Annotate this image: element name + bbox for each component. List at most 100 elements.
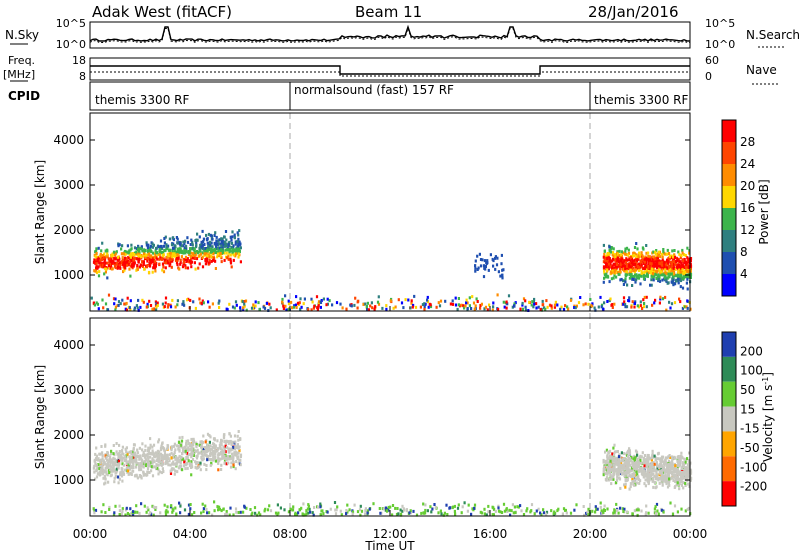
velocity-cell [164,513,168,517]
velocity-cell [302,513,305,517]
power-cell [672,255,675,259]
velocity-cell [138,468,141,472]
velocity-cell [276,503,279,507]
power-cell [608,245,611,249]
power-cell [155,308,158,312]
velocity-cell [239,510,242,514]
velocity-cell [616,450,619,453]
power-cell [123,268,126,272]
velocity-cell [642,461,645,465]
velocity-cell [423,511,426,515]
power-cell [192,254,195,257]
power-cell [254,304,257,308]
velocity-cell [453,504,456,508]
power-cell [624,274,627,278]
power-cell [644,255,647,259]
velocity-cell [121,449,124,453]
velocity-cell [608,456,611,460]
power-cell [164,235,167,239]
velocity-cell [612,457,616,460]
power-cell [661,278,664,282]
power-cell [607,275,610,279]
power-cell [617,252,620,256]
power-cell [208,251,211,255]
velocity-cell [119,458,122,462]
power-cell [685,305,688,309]
power-cell [144,249,147,252]
power-cell [605,272,608,276]
velocity-cell [146,473,149,477]
velocity-cell [170,448,173,451]
velocity-cell [604,461,607,465]
power-cell [233,233,236,237]
velocity-cell [491,505,494,509]
power-cell [105,248,108,252]
power-cell [684,275,687,279]
velocity-cell [199,461,202,465]
power-cell [310,297,313,301]
power-cell [366,301,369,305]
power-cell [147,252,150,256]
velocity-cell [615,472,618,476]
velocity-cell [366,511,369,515]
power-cell [614,265,617,268]
power-cell [214,267,217,270]
velocity-cell [104,481,107,485]
power-cell [600,303,604,307]
velocity-cell [216,447,220,451]
power-cell [202,301,205,305]
power-cell [476,300,479,303]
velocity-cell [118,450,121,453]
velocity-cell [166,453,169,457]
power-cell [484,305,488,309]
velocity-cell [346,510,349,514]
power-cell [642,305,645,309]
velocity-cell [105,455,108,459]
power-cell [284,304,287,308]
velocity-cell [217,468,220,472]
velocity-cell [230,461,233,465]
velocity-cell [431,507,434,511]
power-cell [625,270,628,274]
velocity-cell [424,508,427,512]
power-cell [647,259,650,263]
velocity-cell [635,477,638,481]
power-cell [426,300,429,304]
power-cell [269,306,272,310]
power-cell [666,266,669,270]
power-cell [206,241,209,245]
power-cell [137,259,140,263]
velocity-cell [648,469,651,473]
velocity-cell [321,509,324,513]
power-cell [229,257,232,261]
power-colorbar-segment-7 [722,274,736,296]
velocity-cell [113,457,116,461]
velocity-cell [615,508,618,512]
velocity-cell [634,482,637,486]
power-cell [613,262,616,266]
power-cell [615,259,618,263]
power-cell [618,260,621,264]
velocity-cell [682,481,685,485]
velocity-cell [603,504,606,508]
velocity-cell [610,477,613,481]
velocity-cell [209,435,212,439]
velocity-cell [613,450,616,454]
velocity-cell [619,506,622,510]
power-cell [129,255,132,259]
power-cell [673,301,677,305]
power-cell [125,261,128,265]
power-cell [145,305,148,309]
power-cell [668,275,671,279]
power-cell [407,298,410,302]
power-cell [147,270,151,274]
velocity-cell [192,451,195,455]
power-cell [645,305,648,309]
velocity-cell [93,459,96,463]
velocity-cell [677,482,680,486]
power-cell [459,304,462,308]
power-cell [521,303,524,307]
power-cell [631,274,634,278]
velocity-cell [648,478,651,482]
power-cell [613,302,616,306]
